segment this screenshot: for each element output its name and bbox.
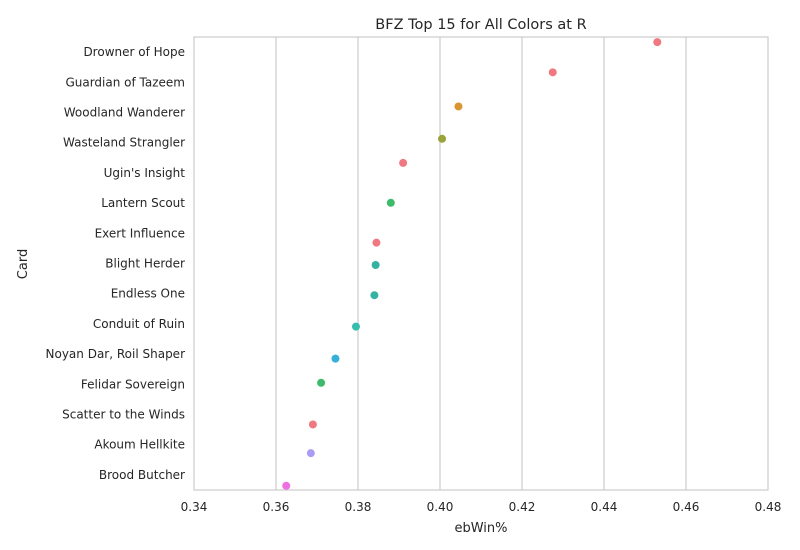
y-tick-label: Noyan Dar, Roil Shaper (46, 347, 186, 361)
y-tick-label: Drowner of Hope (83, 45, 185, 59)
data-point (653, 38, 662, 47)
y-tick-label: Brood Butcher (99, 468, 185, 482)
y-axis-label: Card (16, 249, 31, 279)
data-point (548, 68, 557, 77)
y-tick-label: Ugin's Insight (104, 166, 186, 180)
y-tick-label: Endless One (111, 287, 185, 301)
x-tick-label: 0.40 (427, 500, 454, 514)
data-point (371, 261, 380, 270)
x-tick-label: 0.36 (263, 500, 290, 514)
x-tick-label: 0.46 (673, 500, 700, 514)
y-tick-label: Wasteland Strangler (63, 136, 185, 150)
x-tick-label: 0.44 (591, 500, 618, 514)
x-axis-label: ebWin% (454, 521, 507, 536)
data-point (351, 322, 360, 331)
data-point (454, 102, 463, 111)
data-point (282, 481, 291, 490)
data-point (308, 420, 317, 429)
x-tick-label: 0.42 (509, 500, 536, 514)
data-point (386, 198, 395, 207)
data-point (306, 449, 315, 458)
y-axis-ticks: Drowner of Hope Guardian of Tazeem Woodlan… (46, 45, 186, 482)
data-point (372, 238, 381, 247)
data-point (331, 354, 340, 363)
y-tick-label: Lantern Scout (101, 196, 185, 210)
data-point (399, 158, 408, 167)
y-tick-label: Felidar Sovereign (81, 377, 185, 391)
y-tick-label: Exert Influence (95, 226, 185, 240)
data-points (282, 38, 662, 490)
y-tick-label: Conduit of Ruin (93, 317, 185, 331)
x-tick-label: 0.34 (181, 500, 208, 514)
y-tick-label: Akoum Hellkite (94, 438, 185, 452)
plot-frame (193, 36, 769, 491)
x-tick-label: 0.38 (345, 500, 372, 514)
y-tick-label: Guardian of Tazeem (65, 75, 185, 89)
y-tick-label: Blight Herder (105, 257, 185, 271)
grid-lines (275, 37, 687, 490)
data-point (438, 134, 447, 143)
data-point (317, 378, 326, 387)
y-tick-label: Scatter to the Winds (62, 408, 185, 422)
y-tick-label: Woodland Wanderer (64, 106, 185, 120)
data-point (370, 291, 379, 300)
x-tick-label: 0.48 (755, 500, 782, 514)
x-axis-ticks: 0.34 0.36 0.38 0.40 0.42 0.44 0.46 0.48 (181, 500, 782, 514)
chart-title: BFZ Top 15 for All Colors at R (375, 17, 586, 33)
